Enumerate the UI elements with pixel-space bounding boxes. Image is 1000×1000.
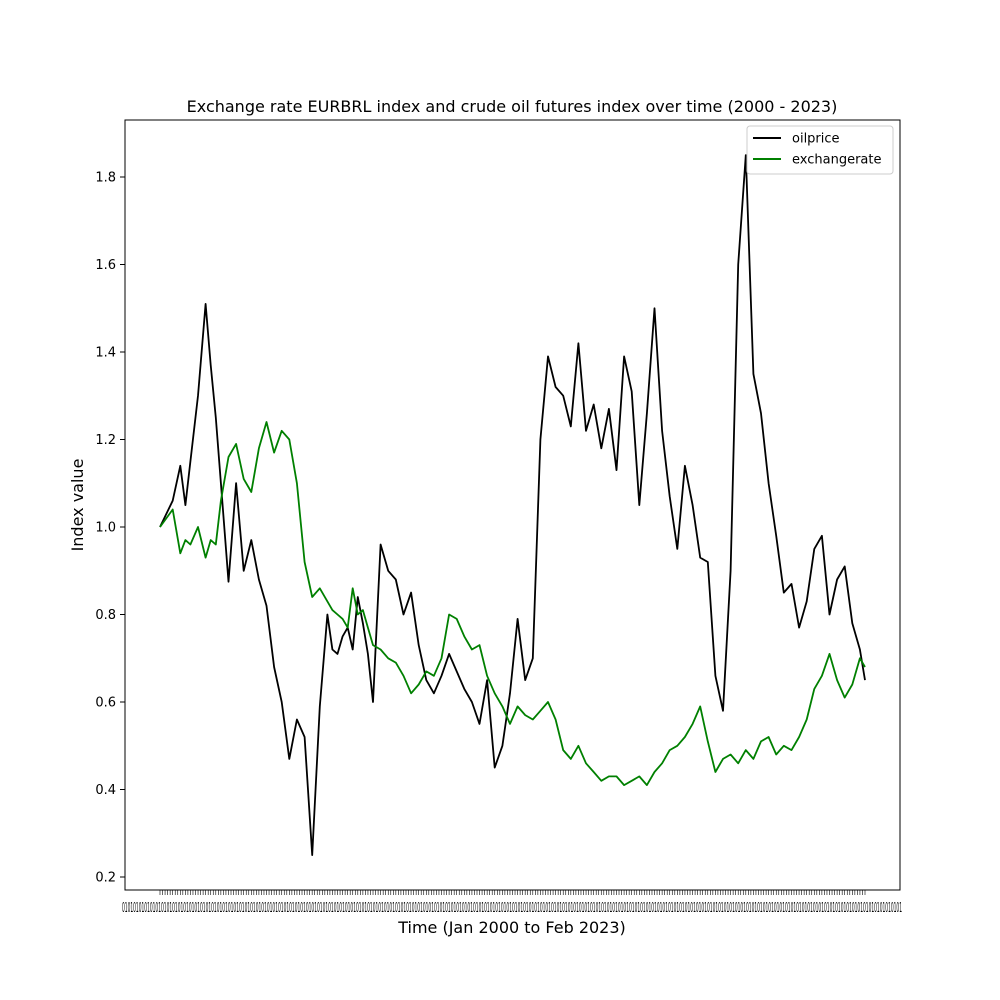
y-axis-label: Index value (68, 459, 87, 552)
plot-area (159, 154, 866, 856)
y-tick-label: 0.2 (95, 871, 116, 886)
x-axis-label: Time (Jan 2000 to Feb 2023) (397, 918, 626, 937)
legend-label-exchangerate: exchangerate (792, 153, 881, 168)
y-tick-label: 0.8 (95, 608, 116, 623)
y-tick-label: 1.8 (95, 171, 116, 186)
y-tick-label: 0.4 (95, 783, 116, 798)
y-tick-label: 1.4 (95, 346, 116, 361)
chart-title: Exchange rate EURBRL index and crude oil… (187, 97, 838, 116)
legend-label-oilprice: oilprice (792, 132, 840, 147)
y-tick-label: 1.6 (95, 258, 116, 273)
y-tick-label: 1.0 (95, 521, 116, 536)
x-axis: 0101010101010101010101010101010101010101… (122, 890, 902, 916)
legend-box (746, 125, 894, 175)
y-tick-label: 0.6 (95, 696, 116, 711)
y-tick-label: 1.2 (95, 433, 116, 448)
x-tick-labels: 0101010101010101010101010101010101010101… (122, 901, 902, 916)
y-axis: 0.2 0.4 0.6 0.8 1.0 1.2 1.4 1.6 1.8 (95, 171, 125, 886)
series-line-exchangerate (159, 421, 866, 786)
legend: oilprice exchangerate (746, 125, 894, 175)
series-line-oilprice (159, 154, 866, 856)
